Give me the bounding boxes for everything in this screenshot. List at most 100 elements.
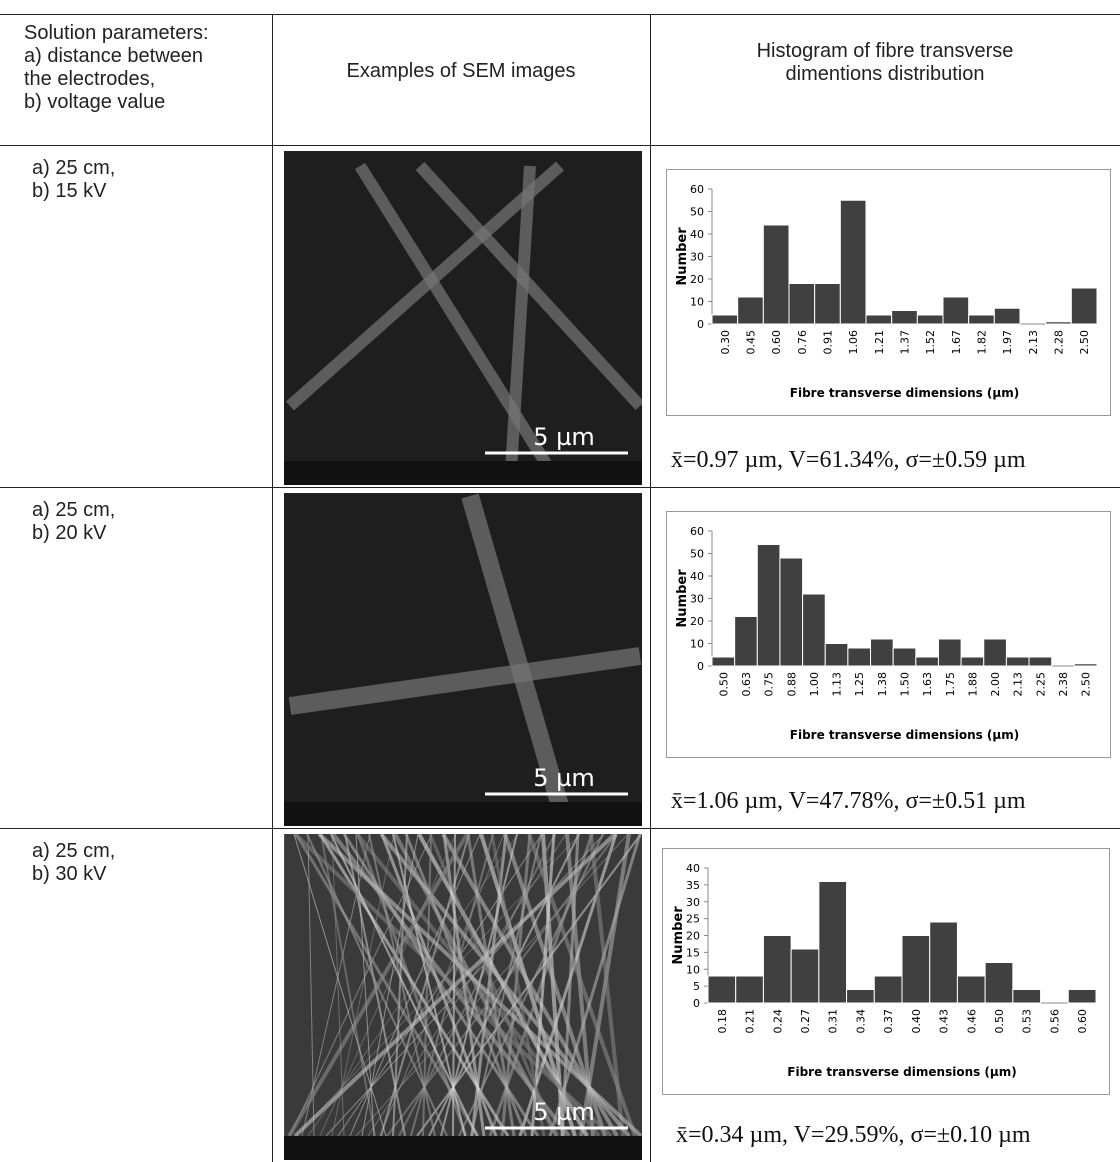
header-line: b) voltage value [24,91,209,114]
params-cell: a) 25 cm,b) 15 kV [32,157,115,203]
table-rule [0,487,1120,488]
y-tick-label: 10 [690,296,704,309]
x-tick-label: 1.63 [921,672,934,697]
y-tick-label: 50 [690,548,704,561]
y-axis-label: Number [671,906,686,965]
y-axis-label: Number [675,569,690,628]
bar [712,657,735,666]
bar [789,284,815,325]
chart-frame [667,170,1111,416]
bar [1046,322,1072,324]
bar [1013,990,1041,1004]
y-tick-label: 20 [686,930,700,943]
x-tick-label: 0.40 [910,1009,923,1034]
x-tick-label: 1.25 [853,672,866,697]
bar [848,648,871,666]
bar [1006,657,1029,666]
bar [1029,657,1052,666]
x-tick-label: 0.53 [1021,1009,1034,1034]
y-tick-label: 30 [686,896,700,909]
x-tick-label: 2.38 [1057,672,1070,697]
bar [736,976,764,1003]
bar [943,297,969,324]
y-tick-label: 0 [693,997,700,1010]
y-tick-label: 5 [693,980,700,993]
header-line: a) distance between [24,45,209,68]
y-tick-label: 60 [690,183,704,196]
y-tick-label: 40 [686,862,700,875]
sem-band [284,1136,642,1160]
x-tick-label: 0.60 [1076,1009,1089,1034]
bar [1071,288,1097,324]
bar [917,315,943,324]
x-tick-label: 1.00 [808,672,821,697]
header-line: Solution parameters: [24,22,209,45]
x-tick-label: 0.76 [796,330,809,355]
x-tick-label: 0.75 [763,672,776,697]
x-tick-label: 0.50 [717,672,730,697]
table-rule [0,828,1120,829]
x-tick-label: 1.67 [950,330,963,355]
table-rule [0,14,1120,15]
header-line: the electrodes, [24,68,209,91]
x-tick-label: 1.75 [944,672,957,697]
x-tick-label: 2.28 [1053,330,1066,355]
y-tick-label: 40 [690,228,704,241]
bar [763,936,791,1004]
param-line: b) 30 kV [32,863,115,886]
param-line: a) 25 cm, [32,157,115,180]
sem-band [284,802,642,826]
y-tick-label: 50 [690,206,704,219]
bar [825,644,848,667]
x-tick-label: 2.50 [1080,672,1093,697]
x-tick-label: 0.46 [965,1009,978,1034]
header-line: Histogram of fibre transverse [650,40,1120,63]
table-rule [650,14,651,1162]
x-tick-label: 2.13 [1027,330,1040,355]
x-tick-label: 1.97 [1001,330,1014,355]
bar [930,922,958,1003]
bar [1074,664,1097,666]
x-tick-label: 1.37 [899,330,912,355]
x-tick-label: 1.21 [873,330,886,355]
x-tick-label: 0.18 [716,1009,729,1034]
x-tick-label: 1.38 [876,672,889,697]
x-tick-label: 0.50 [993,1009,1006,1034]
page: Solution parameters:a) distance betweent… [0,0,1120,1162]
bar [847,990,875,1004]
scale-label: 5 µm [533,1098,595,1126]
bar [938,639,961,666]
x-tick-label: 0.63 [740,672,753,697]
x-tick-label: 2.50 [1078,330,1091,355]
x-tick-label: 0.43 [938,1009,951,1034]
bar [712,315,738,324]
x-axis-label: Fibre transverse dimensions (µm) [790,386,1019,400]
bar [969,315,995,324]
y-tick-label: 0 [697,318,704,331]
y-tick-label: 15 [686,946,700,959]
sem-band [284,461,642,485]
table-rule [272,14,273,1162]
x-tick-label: 0.91 [822,330,835,355]
bar [738,297,764,324]
y-tick-label: 10 [690,638,704,651]
y-tick-label: 30 [690,251,704,264]
histogram: 05101520253035400.180.210.240.270.310.34… [662,848,1110,1095]
table-rule [0,145,1120,146]
sem-image: 5 µm [284,493,642,826]
y-tick-label: 40 [690,570,704,583]
x-axis-label: Fibre transverse dimensions (µm) [787,1065,1016,1079]
bar [780,558,803,666]
y-tick-label: 60 [690,525,704,538]
bar [961,657,984,666]
params-cell: a) 25 cm,b) 20 kV [32,499,115,545]
scale-label: 5 µm [533,764,595,792]
bar [902,936,930,1004]
header-cell: Examples of SEM images [272,60,650,83]
y-tick-label: 20 [690,273,704,286]
y-axis-label: Number [675,227,690,286]
